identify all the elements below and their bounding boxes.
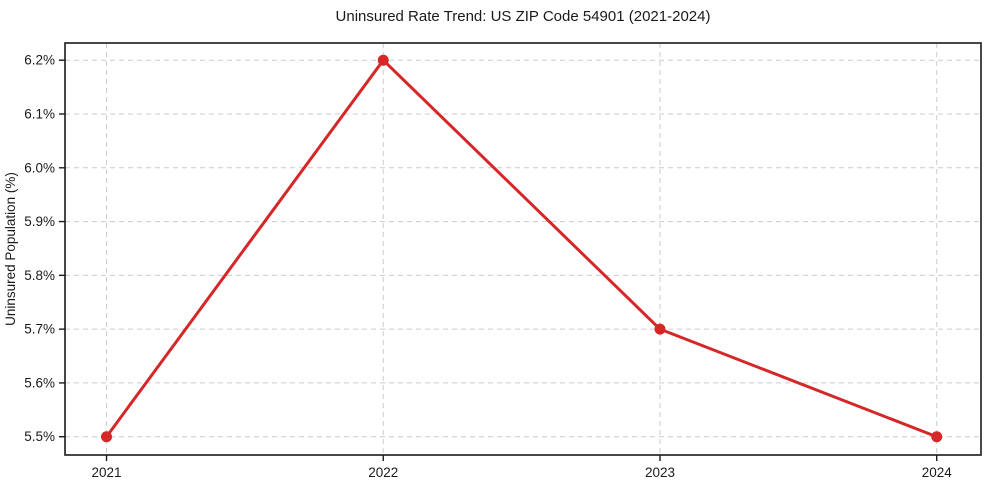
y-tick-label: 5.5% [24,429,55,444]
x-tick-label: 2024 [922,465,953,480]
y-tick-label: 6.2% [24,53,55,68]
y-tick-label: 5.9% [24,214,55,229]
chart-title: Uninsured Rate Trend: US ZIP Code 54901 … [335,8,711,25]
axes-spines [64,42,982,456]
x-tick-label: 2023 [645,465,675,480]
data-point-marker [931,431,943,443]
x-tick-label: 2021 [91,465,121,480]
y-tick-label: 5.7% [24,322,55,337]
data-point-marker [377,54,389,66]
y-tick-label: 5.8% [24,268,55,283]
y-tick-label: 6.1% [24,106,55,121]
data-point-marker [654,323,666,335]
y-tick-label: 6.0% [24,160,55,175]
y-axis-label: Uninsured Population (%) [3,172,18,326]
x-tick-label: 2022 [368,465,398,480]
y-tick-label: 5.6% [24,375,55,390]
data-point-marker [101,431,113,443]
trend-line [105,58,939,439]
